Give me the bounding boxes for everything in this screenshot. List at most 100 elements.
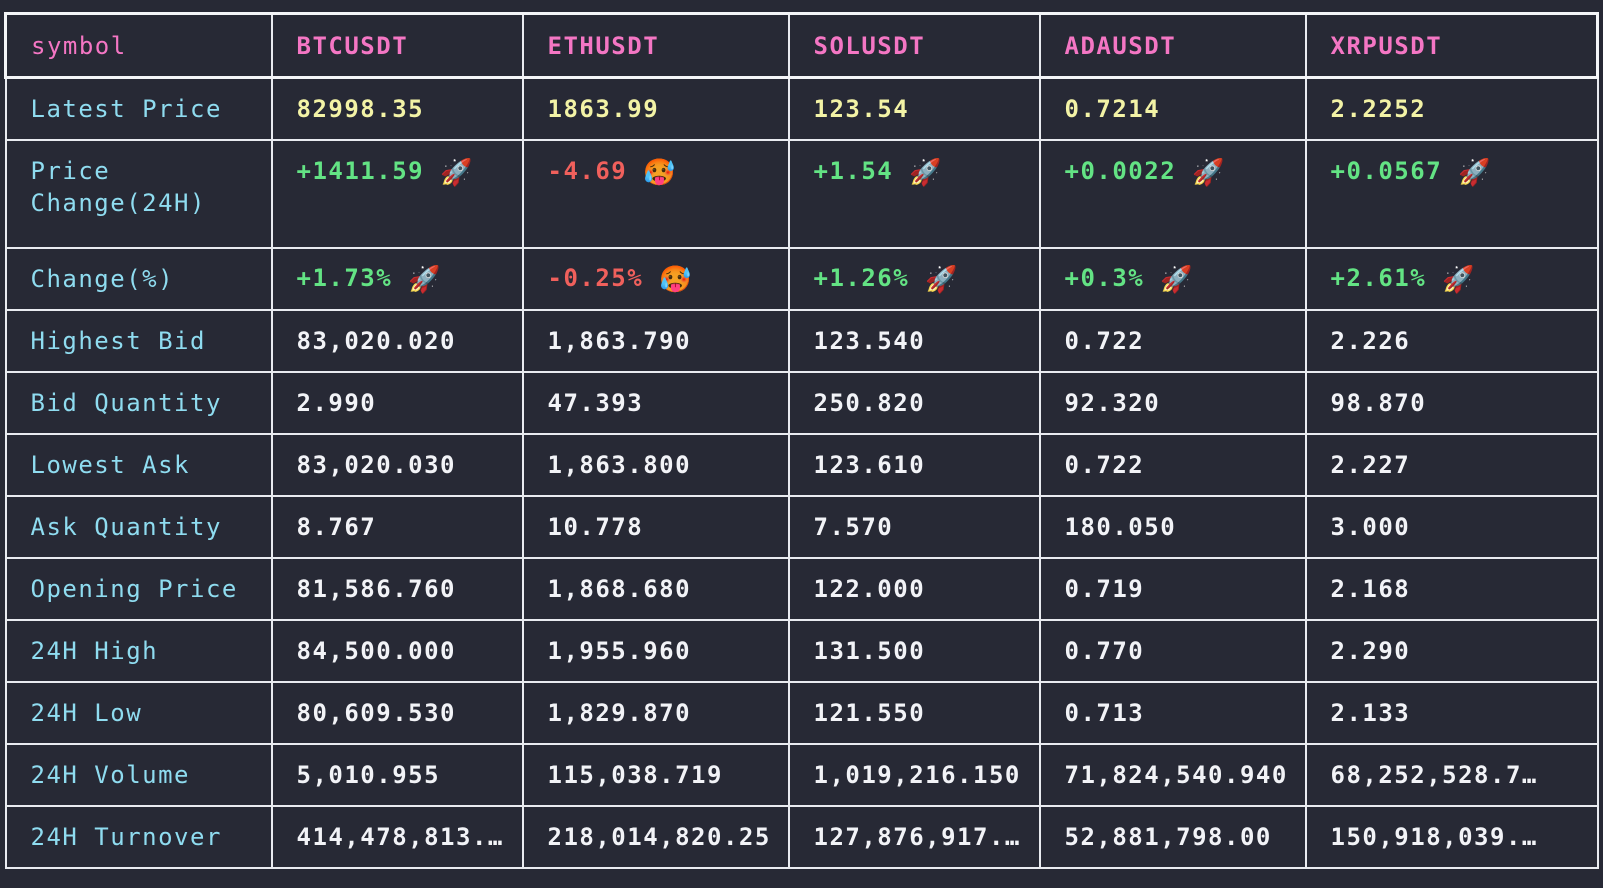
table-cell: 52,881,798.00 (1038, 805, 1307, 869)
table-cell: 1,863.800 (521, 433, 790, 497)
cell-value: 81,586.760 (296, 575, 456, 603)
table-cell: 71,824,540.940 (1038, 743, 1307, 807)
cell-value: 98.870 (1330, 389, 1427, 417)
rocket-icon: 🚀 (440, 158, 473, 188)
cell-value: 0.7214 (1064, 95, 1161, 123)
table-cell: 127,876,917.… (787, 805, 1041, 869)
cell-value: +1.26% (813, 264, 910, 292)
table-cell: 2.226 (1304, 309, 1599, 373)
table-cell: 1,955.960 (521, 619, 790, 683)
cell-value: +2.61% (1330, 264, 1427, 292)
table-row: 24H Turnover 414,478,813.… 218,014,820.25 1… (4, 805, 1599, 869)
table-cell: +0.3% 🚀 (1038, 247, 1307, 311)
table-cell: +2.61% 🚀 (1304, 247, 1599, 311)
table-cell: 180.050 (1038, 495, 1307, 559)
table-cell: 0.719 (1038, 557, 1307, 621)
hot-face-icon: 🥵 (643, 158, 676, 188)
cell-value: 2.990 (296, 389, 377, 417)
table-cell: 1,019,216.150 (787, 743, 1041, 807)
ticker-table: symbol BTCUSDT ETHUSDT SOLUSDT ADAUSDT X… (4, 12, 1599, 869)
table-cell: 2.133 (1304, 681, 1599, 745)
row-label: Latest Price (4, 76, 273, 141)
rocket-icon: 🚀 (408, 265, 441, 295)
table-cell: 5,010.955 (270, 743, 524, 807)
table-cell: +1.26% 🚀 (787, 247, 1041, 311)
cell-value: 2.227 (1330, 451, 1411, 479)
table-cell: 414,478,813.… (270, 805, 524, 869)
header-row: symbol BTCUSDT ETHUSDT SOLUSDT ADAUSDT X… (4, 12, 1599, 79)
cell-value: 1,829.870 (547, 699, 692, 727)
rocket-icon: 🚀 (925, 265, 958, 295)
table-cell: 7.570 (787, 495, 1041, 559)
table-cell: 150,918,039.… (1304, 805, 1599, 869)
table-row: Highest Bid 83,020.020 1,863.790 123.540 0.7… (4, 309, 1599, 373)
header-cell-btcusdt: BTCUSDT (270, 12, 524, 79)
cell-value: 0.719 (1064, 575, 1145, 603)
table-row: 24H High 84,500.000 1,955.960 131.500 0.770 2… (4, 619, 1599, 683)
row-label: Bid Quantity (4, 371, 273, 435)
cell-value: 2.133 (1330, 699, 1411, 727)
cell-value: 47.393 (547, 389, 644, 417)
table-cell: +0.0022 🚀 (1038, 139, 1307, 249)
table-row: Bid Quantity 2.990 47.393 250.820 92.320 98.8… (4, 371, 1599, 435)
table-cell: 1863.99 (521, 76, 790, 141)
cell-value: 84,500.000 (296, 637, 456, 665)
header-cell-xrpusdt: XRPUSDT (1304, 12, 1599, 79)
cell-value: 123.610 (813, 451, 926, 479)
cell-value: 0.713 (1064, 699, 1145, 727)
cell-value: 1,955.960 (547, 637, 692, 665)
table-cell: 1,868.680 (521, 557, 790, 621)
table-cell: 2.227 (1304, 433, 1599, 497)
table-cell: 123.54 (787, 76, 1041, 141)
cell-value: +1411.59 (296, 157, 425, 185)
table-cell: 123.610 (787, 433, 1041, 497)
table-cell: 2.990 (270, 371, 524, 435)
cell-value: 122.000 (813, 575, 926, 603)
cell-value: 123.540 (813, 327, 926, 355)
row-label: 24H Low (4, 681, 273, 745)
table-row: Price Change(24H) +1411.59 🚀 -4.69 🥵 +1.54 🚀 +0… (4, 139, 1599, 249)
table-cell: -0.25% 🥵 (521, 247, 790, 311)
cell-value: 131.500 (813, 637, 926, 665)
cell-value: 52,881,798.00 (1064, 823, 1272, 851)
table-cell: 121.550 (787, 681, 1041, 745)
row-label: Ask Quantity (4, 495, 273, 559)
table-cell: 83,020.030 (270, 433, 524, 497)
cell-value: 1,863.790 (547, 327, 692, 355)
cell-value: 2.168 (1330, 575, 1411, 603)
table-cell: 115,038.719 (521, 743, 790, 807)
table-cell: 80,609.530 (270, 681, 524, 745)
table-header: symbol BTCUSDT ETHUSDT SOLUSDT ADAUSDT X… (4, 12, 1599, 79)
rocket-icon: 🚀 (1192, 158, 1225, 188)
cell-value: 3.000 (1330, 513, 1411, 541)
cell-value: 1863.99 (547, 95, 660, 123)
table-cell: 98.870 (1304, 371, 1599, 435)
rocket-icon: 🚀 (1458, 158, 1491, 188)
table-cell: +0.0567 🚀 (1304, 139, 1599, 249)
cell-value: 0.722 (1064, 327, 1145, 355)
cell-value: 5,010.955 (296, 761, 441, 789)
cell-value: -4.69 (547, 157, 628, 185)
cell-value: +1.54 (813, 157, 894, 185)
cell-value: 0.770 (1064, 637, 1145, 665)
table-cell: 0.722 (1038, 309, 1307, 373)
row-label: Change(%) (4, 247, 273, 311)
table-cell: 47.393 (521, 371, 790, 435)
table-row: Lowest Ask 83,020.030 1,863.800 123.610 0.72… (4, 433, 1599, 497)
table-cell: 2.2252 (1304, 76, 1599, 141)
table-cell: 3.000 (1304, 495, 1599, 559)
table-cell: 1,863.790 (521, 309, 790, 373)
table-cell: 218,014,820.25 (521, 805, 790, 869)
cell-value: 82998.35 (296, 95, 425, 123)
table-cell: 250.820 (787, 371, 1041, 435)
cell-value: 121.550 (813, 699, 926, 727)
row-label: Highest Bid (4, 309, 273, 373)
cell-value: 123.54 (813, 95, 910, 123)
cell-value: 92.320 (1064, 389, 1161, 417)
table-cell: 0.7214 (1038, 76, 1307, 141)
cell-value: 218,014,820.25 (547, 823, 771, 851)
cell-value: 68,252,528.7… (1330, 761, 1538, 789)
cell-value: 1,019,216.150 (813, 761, 1021, 789)
table-row: Change(%) +1.73% 🚀 -0.25% 🥵 +1.26% 🚀 +0.3% 🚀 +2.6… (4, 247, 1599, 311)
cell-value: 150,918,039.… (1330, 823, 1538, 851)
